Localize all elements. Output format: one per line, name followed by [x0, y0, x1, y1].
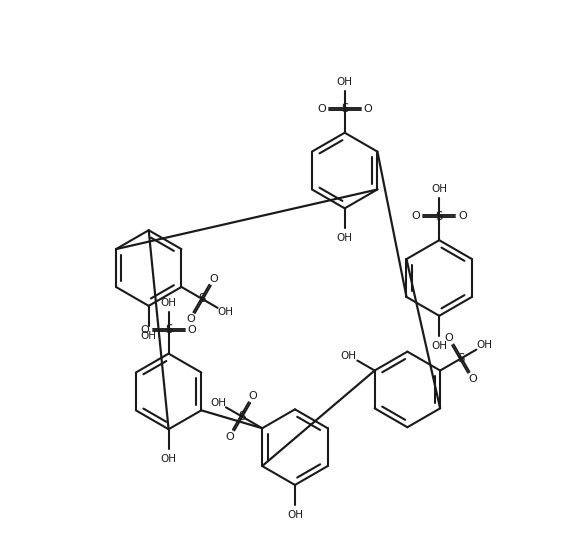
Text: O: O [411, 211, 420, 221]
Text: O: O [364, 104, 372, 114]
Text: OH: OH [341, 351, 357, 361]
Text: OH: OH [337, 77, 353, 87]
Text: OH: OH [141, 331, 157, 341]
Text: O: O [209, 274, 218, 284]
Text: OH: OH [337, 233, 353, 243]
Text: O: O [188, 325, 196, 335]
Text: O: O [317, 104, 325, 114]
Text: O: O [249, 391, 257, 401]
Text: OH: OH [161, 298, 177, 308]
Text: O: O [458, 211, 467, 221]
Text: OH: OH [431, 341, 447, 351]
Text: S: S [341, 102, 348, 115]
Text: O: O [468, 374, 477, 384]
Text: O: O [445, 334, 454, 343]
Text: O: O [225, 432, 234, 442]
Text: OH: OH [161, 454, 177, 464]
Text: OH: OH [287, 510, 303, 520]
Text: OH: OH [431, 184, 447, 194]
Text: OH: OH [217, 307, 233, 317]
Text: S: S [435, 210, 443, 223]
Text: S: S [165, 323, 172, 336]
Text: S: S [198, 293, 206, 305]
Text: OH: OH [210, 398, 227, 408]
Text: OH: OH [476, 340, 492, 350]
Text: S: S [238, 410, 245, 423]
Text: O: O [141, 325, 150, 335]
Text: O: O [186, 314, 195, 324]
Text: S: S [457, 352, 464, 365]
